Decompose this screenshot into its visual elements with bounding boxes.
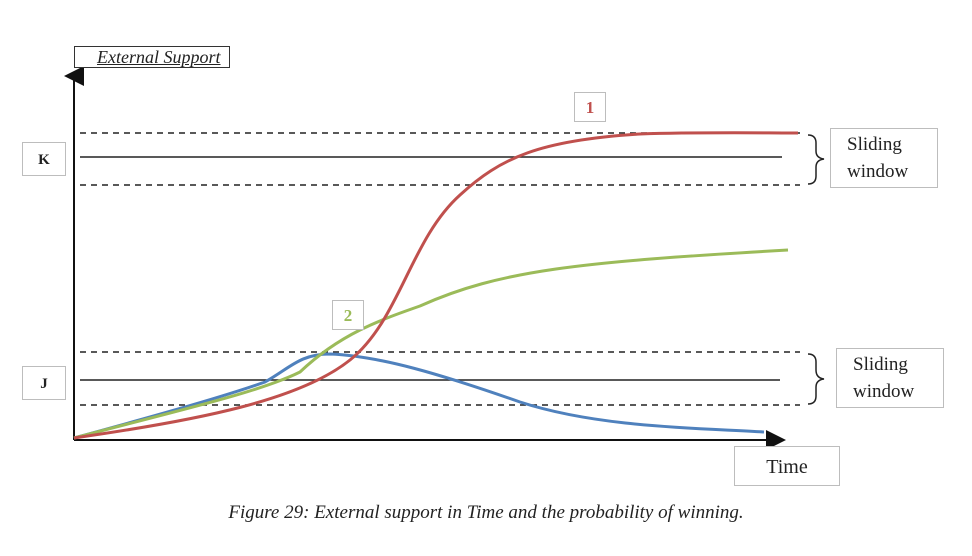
window-bottom-line2: window (853, 381, 915, 402)
window-bottom-line1: Sliding (853, 354, 908, 375)
x-axis-label: Time (734, 446, 840, 486)
k-level-label: K (22, 142, 66, 176)
sliding-window-label-bottom: Sliding window (836, 348, 944, 408)
sliding-window-label-top: Sliding window (830, 128, 938, 188)
curve-2-label: 2 (332, 300, 364, 330)
bottom-window-brace (807, 353, 825, 405)
top-window-brace (807, 134, 825, 185)
figure-caption: Figure 29: External support in Time and … (228, 502, 744, 523)
curve-blue (73, 352, 765, 440)
curve-1-label: 1 (574, 92, 606, 122)
window-top-line1: Sliding (847, 134, 902, 155)
curve-2 (73, 248, 789, 440)
y-axis-label: External Support (74, 46, 230, 68)
j-level-label: J (22, 366, 66, 400)
curve-1 (73, 131, 799, 440)
window-top-line2: window (847, 161, 909, 182)
